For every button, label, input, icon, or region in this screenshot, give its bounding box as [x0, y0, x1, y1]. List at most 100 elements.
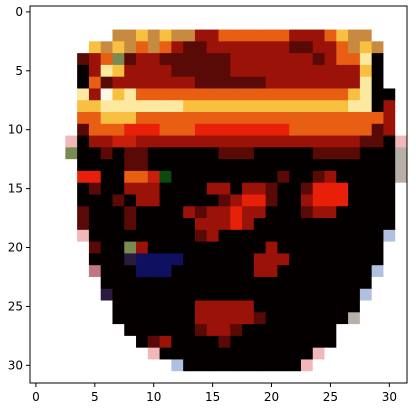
heatmap-cell: [30, 276, 43, 290]
heatmap-cell: [242, 88, 255, 101]
heatmap-cell: [30, 6, 43, 19]
heatmap-cell: [253, 218, 267, 231]
heatmap-cell: [88, 88, 102, 101]
heatmap-cell: [348, 218, 361, 231]
heatmap-cell: [30, 288, 43, 301]
heatmap-cell: [206, 29, 219, 42]
x-tick-label: 30: [382, 390, 397, 404]
heatmap-cell: [53, 229, 66, 243]
heatmap-cell: [324, 335, 337, 349]
heatmap-cell: [312, 312, 325, 325]
heatmap-cell: [230, 159, 243, 172]
heatmap-cell: [383, 359, 396, 372]
heatmap-cell: [324, 76, 337, 89]
heatmap-cell: [100, 253, 113, 266]
heatmap-cell: [183, 182, 196, 195]
heatmap-cell: [159, 371, 172, 384]
heatmap-cell: [230, 100, 243, 113]
heatmap-cell: [348, 17, 361, 30]
heatmap-cell: [112, 17, 125, 30]
heatmap-cell: [359, 135, 373, 148]
heatmap-cell: [147, 300, 160, 313]
heatmap-cell: [41, 159, 54, 172]
heatmap-cell: [194, 253, 208, 266]
heatmap-cell: [312, 100, 325, 113]
heatmap-cell: [159, 276, 172, 290]
heatmap-cell: [124, 324, 137, 337]
heatmap-cell: [206, 76, 219, 89]
heatmap-cell: [253, 276, 267, 290]
heatmap-cell: [53, 159, 66, 172]
heatmap-cell: [124, 276, 137, 290]
heatmap-cell: [136, 335, 149, 349]
heatmap-cell: [65, 170, 78, 184]
y-tick-label: 0: [15, 5, 23, 19]
heatmap-cell: [312, 6, 325, 19]
heatmap-cell: [312, 229, 325, 243]
heatmap-cell: [194, 300, 208, 313]
heatmap-cell: [124, 335, 137, 349]
heatmap-cell: [383, 17, 396, 30]
heatmap-cell: [183, 288, 196, 301]
heatmap-cell: [359, 371, 373, 384]
heatmap-cell: [348, 100, 361, 113]
heatmap-cell: [88, 218, 102, 231]
heatmap-cell: [100, 288, 113, 301]
heatmap-cell: [324, 371, 337, 384]
heatmap-cell: [77, 76, 90, 89]
heatmap-cell: [65, 288, 78, 301]
heatmap-cell: [171, 88, 184, 101]
heatmap-cell: [136, 112, 149, 125]
heatmap-cell: [253, 76, 267, 89]
heatmap-cell: [218, 312, 231, 325]
heatmap-cell: [289, 276, 302, 290]
heatmap-cell: [124, 123, 137, 136]
heatmap-cell: [312, 324, 325, 337]
heatmap-cell: [265, 17, 278, 30]
heatmap-cell: [147, 112, 160, 125]
heatmap-cell: [218, 17, 231, 30]
heatmap-cell: [136, 6, 149, 19]
heatmap-cell: [41, 123, 54, 136]
heatmap-cell: [41, 371, 54, 384]
heatmap-cell: [348, 170, 361, 184]
heatmap-cell: [265, 135, 278, 148]
heatmap-cell: [136, 194, 149, 207]
heatmap-cell: [383, 112, 396, 125]
heatmap-cell: [136, 29, 149, 42]
heatmap-cell: [359, 335, 373, 349]
heatmap-cell: [41, 182, 54, 195]
heatmap-cell: [88, 123, 102, 136]
heatmap-cell: [312, 347, 325, 360]
heatmap-cell: [112, 112, 125, 125]
heatmap-cell: [359, 347, 373, 360]
heatmap-cell: [371, 135, 384, 148]
heatmap-cell: [147, 335, 160, 349]
heatmap-cell: [30, 312, 43, 325]
heatmap-cell: [124, 300, 137, 313]
heatmap-cell: [289, 170, 302, 184]
heatmap-cell: [159, 76, 172, 89]
heatmap-cell: [218, 100, 231, 113]
heatmap-cell: [100, 265, 113, 278]
heatmap-cell: [136, 276, 149, 290]
heatmap-cell: [324, 218, 337, 231]
heatmap-cell: [183, 241, 196, 254]
heatmap-cell: [112, 76, 125, 89]
heatmap-cell: [348, 159, 361, 172]
heatmap-cell: [206, 6, 219, 19]
heatmap-cell: [88, 194, 102, 207]
heatmap-cell: [147, 29, 160, 42]
heatmap-cell: [371, 112, 384, 125]
heatmap-cell: [289, 17, 302, 30]
heatmap-cell: [183, 6, 196, 19]
heatmap-cell: [300, 194, 314, 207]
heatmap-cell: [206, 100, 219, 113]
heatmap-cell: [265, 194, 278, 207]
heatmap-cell: [312, 218, 325, 231]
heatmap-cell: [348, 324, 361, 337]
heatmap-cell: [77, 123, 90, 136]
heatmap-cell: [336, 17, 349, 30]
heatmap-cell: [100, 182, 113, 195]
heatmap-cell: [218, 359, 231, 372]
